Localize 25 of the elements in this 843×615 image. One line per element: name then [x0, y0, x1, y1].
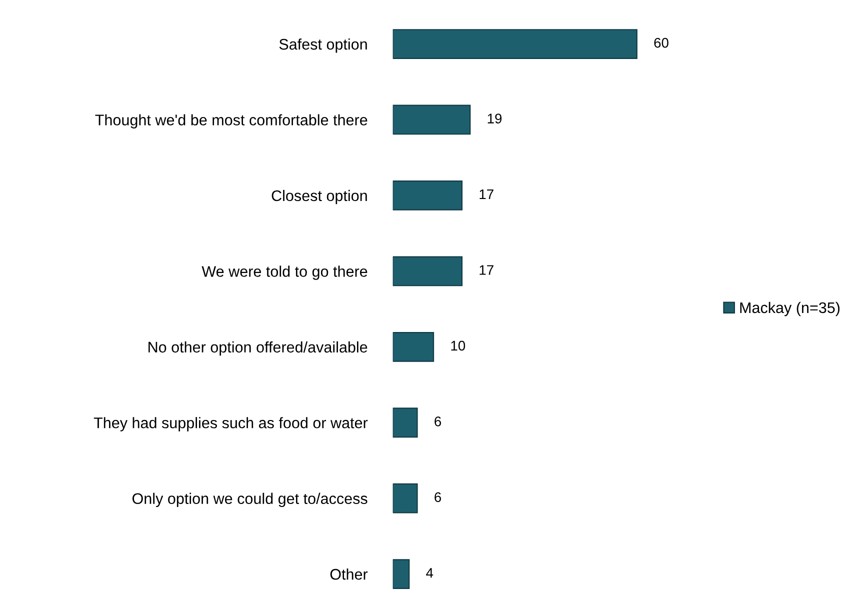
y-tick-label: They had supplies such as food or water [94, 417, 368, 432]
data-label: 60 [654, 38, 668, 48]
data-label: 6 [434, 416, 442, 426]
bar [392, 180, 463, 210]
y-tick-label: Only option we could get to/access [132, 492, 368, 508]
legend-label: Mackay (n=35) [740, 302, 840, 316]
bar [392, 408, 418, 438]
y-tick-label: Safest option [279, 38, 367, 53]
bar [392, 104, 471, 135]
bar [392, 559, 410, 590]
y-tick-label: We were told to go there [202, 266, 368, 280]
bar [392, 29, 638, 59]
y-tick-label: Other [330, 568, 368, 580]
data-label: 10 [451, 340, 466, 351]
data-label: 17 [480, 189, 494, 200]
y-tick-label: Closest option [272, 190, 367, 204]
data-label: 4 [426, 568, 434, 578]
data-label: 19 [488, 114, 502, 124]
data-label: 6 [434, 492, 442, 502]
bar [392, 256, 463, 286]
bar [392, 332, 434, 362]
y-tick-label: No other option offered/available [148, 341, 368, 356]
bar [392, 483, 418, 514]
y-tick-label: Thought we'd be most comfortable there [95, 114, 368, 128]
data-label: 17 [480, 265, 494, 275]
